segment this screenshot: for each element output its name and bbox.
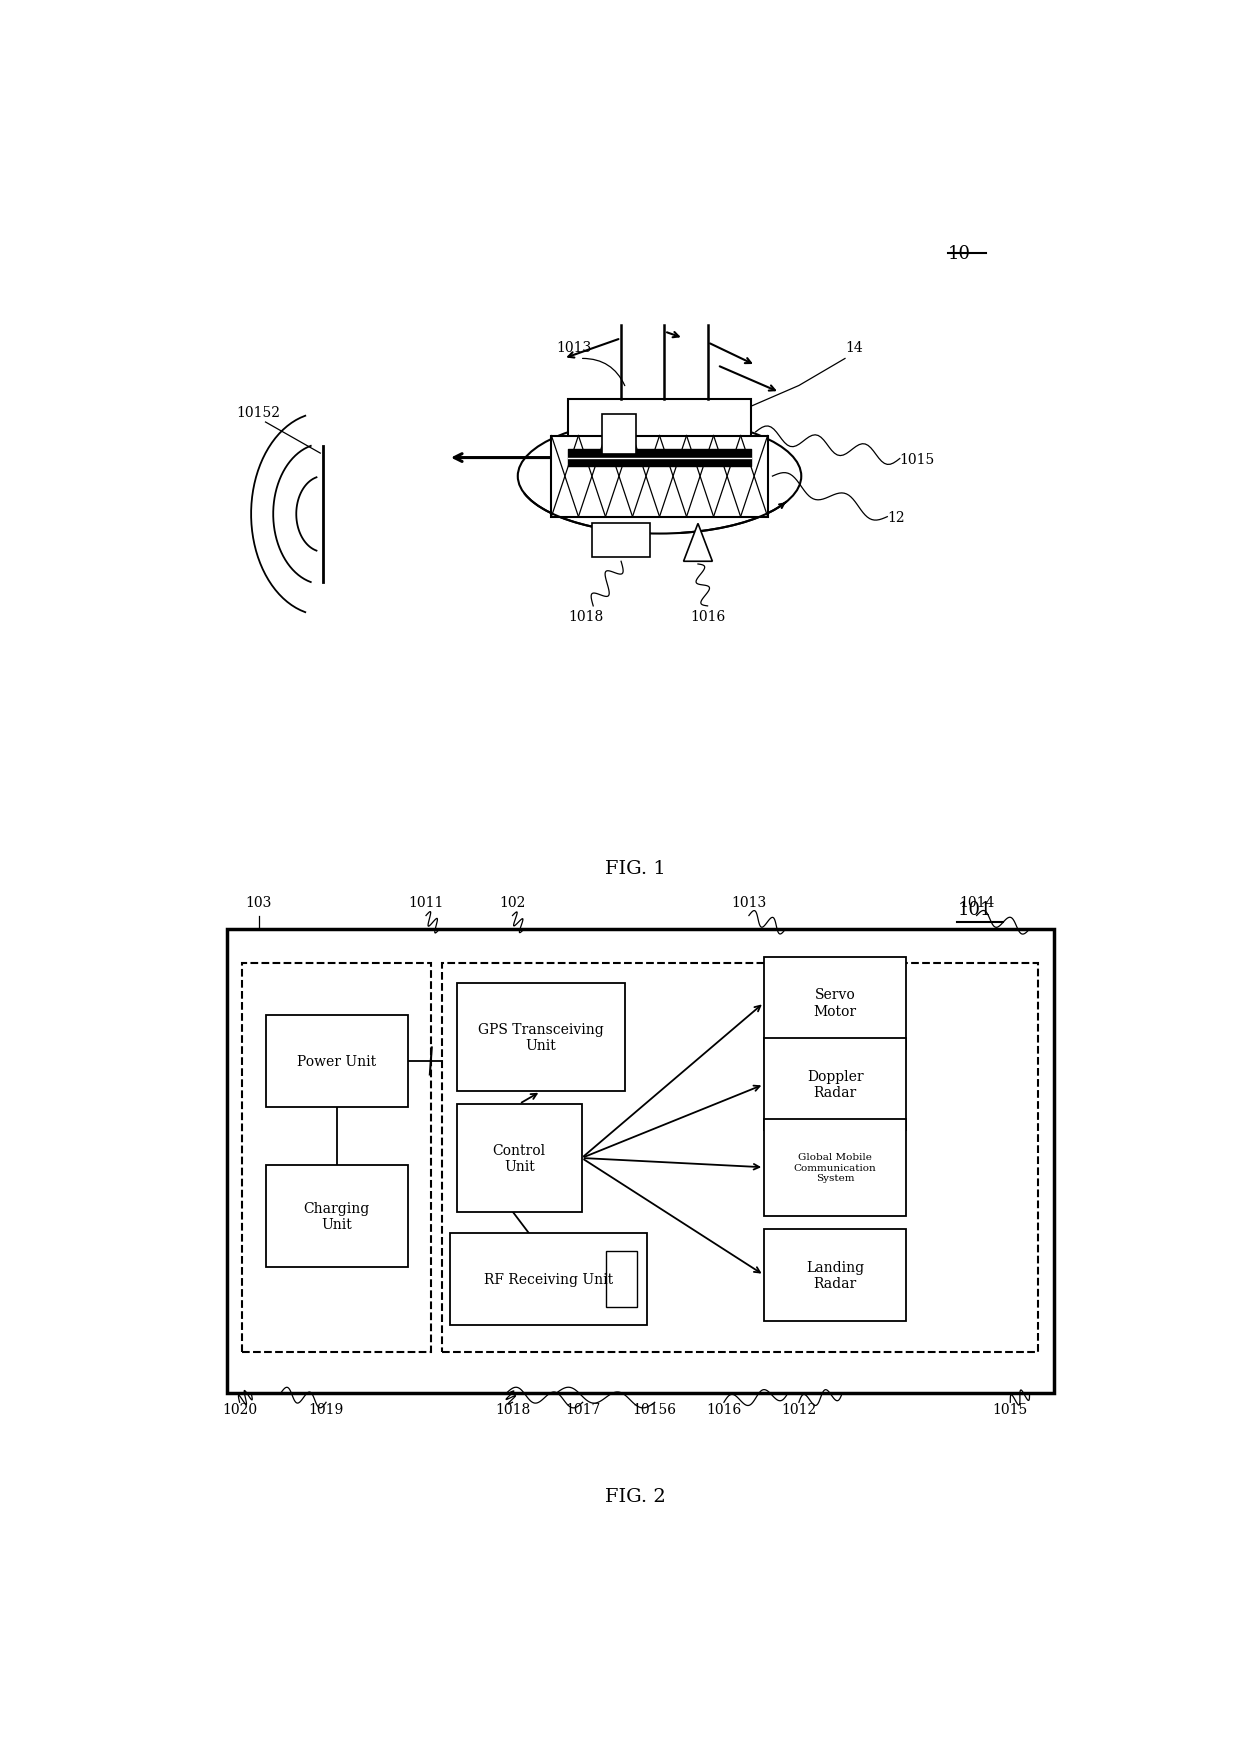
Text: 1012: 1012 [781, 1402, 816, 1416]
Bar [601, 414, 636, 455]
Bar [456, 1104, 582, 1213]
Bar [450, 1234, 647, 1325]
Text: Charging
Unit: Charging Unit [304, 1200, 370, 1232]
Bar [265, 1165, 408, 1267]
Text: 1016: 1016 [707, 1402, 742, 1416]
Text: 1015: 1015 [993, 1402, 1028, 1416]
Text: RF Receiving Unit: RF Receiving Unit [484, 1272, 613, 1286]
Bar [764, 1039, 906, 1130]
Text: 1020: 1020 [222, 1402, 257, 1416]
Text: 1014: 1014 [959, 895, 994, 909]
Bar [552, 437, 768, 518]
Text: 10152: 10152 [237, 405, 280, 419]
Bar [764, 1120, 906, 1216]
Text: 1013: 1013 [557, 340, 591, 355]
Text: GPS Transceiving
Unit: GPS Transceiving Unit [477, 1023, 604, 1053]
Bar [764, 1230, 906, 1322]
Bar [568, 400, 751, 514]
Text: 1013: 1013 [732, 895, 766, 909]
Text: 103: 103 [246, 895, 272, 909]
Text: 12: 12 [888, 511, 905, 525]
Bar [243, 963, 430, 1353]
Text: Landing
Radar: Landing Radar [806, 1260, 864, 1290]
Text: 10: 10 [947, 244, 971, 263]
Text: 1015: 1015 [900, 453, 935, 467]
Bar [265, 1016, 408, 1107]
Bar [443, 963, 1038, 1353]
Text: Control
Unit: Control Unit [492, 1143, 546, 1174]
Bar [227, 930, 1054, 1393]
Text: Doppler
Radar: Doppler Radar [807, 1069, 863, 1100]
Text: 14: 14 [844, 340, 863, 355]
Text: 10156: 10156 [632, 1402, 677, 1416]
Bar [456, 983, 625, 1092]
Text: FIG. 1: FIG. 1 [605, 860, 666, 878]
Text: Servo
Motor: Servo Motor [813, 988, 857, 1018]
Bar [605, 1251, 637, 1307]
Text: 1019: 1019 [309, 1402, 343, 1416]
Text: 1011: 1011 [408, 895, 444, 909]
Bar [764, 956, 906, 1049]
Text: 1016: 1016 [689, 609, 725, 623]
Text: 1017: 1017 [565, 1402, 600, 1416]
Text: 102: 102 [500, 895, 526, 909]
Text: 1018: 1018 [495, 1402, 531, 1416]
Polygon shape [683, 525, 713, 562]
Text: FIG. 2: FIG. 2 [605, 1488, 666, 1506]
Text: Global Mobile
Communication
System: Global Mobile Communication System [794, 1153, 877, 1183]
Bar [593, 525, 650, 558]
Text: 101: 101 [957, 900, 992, 918]
Text: Power Unit: Power Unit [298, 1055, 376, 1069]
Text: 1018: 1018 [568, 609, 603, 623]
